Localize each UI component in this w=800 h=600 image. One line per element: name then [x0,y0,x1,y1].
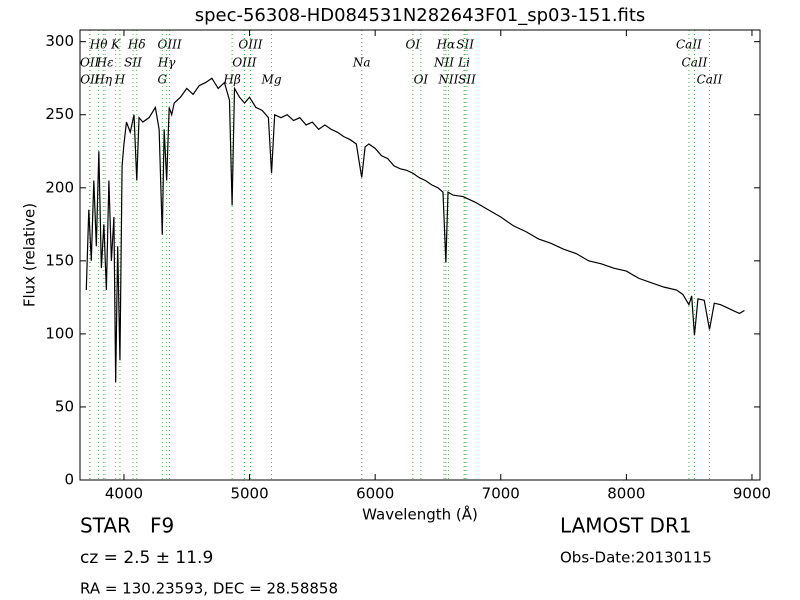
plot-frame [79,29,761,481]
spectral-line-label: OIII [158,38,182,52]
y-tick-label: 50 [55,397,74,415]
x-tick-label: 4000 [105,485,143,503]
x-tick-label: 8000 [607,485,645,503]
spectral-line-label: H [114,73,126,87]
x-tick-label: 9000 [733,485,771,503]
spectrum-line [85,77,745,383]
spectral-line-label: OII [80,73,100,87]
spectral-line-label: OI [414,73,429,87]
spectral-line-label: Mg [261,73,282,87]
spectral-line-label: Li [457,56,470,70]
spectral-line-label: NII [437,73,458,87]
y-tick-label: 100 [45,324,74,342]
y-tick-label: 200 [45,178,74,196]
star-class: STAR F9 [80,514,174,538]
x-tick-label: 6000 [356,485,394,503]
y-tick-label: 300 [45,32,74,50]
y-tick-label: 0 [64,471,74,489]
spectral-line-label: CaII [697,73,723,87]
y-axis-label: Flux (relative) [21,203,39,307]
spectral-line-label: Hη [93,73,112,87]
x-tick-label: 5000 [230,485,268,503]
spectral-line-label: G [157,73,167,87]
spectral-line-label: Na [352,56,371,70]
survey: LAMOST DR1 [560,514,692,538]
redshift: cz = 2.5 ± 11.9 [80,548,213,568]
coordinates: RA = 130.23593, DEC = 28.58858 [80,580,338,598]
spectral-line-label: SII [458,73,476,87]
spectral-line-label: OIII [232,56,256,70]
y-tick-label: 250 [45,105,74,123]
spectral-line-label: Hβ [222,73,240,87]
spectral-line-label: OI [406,38,421,52]
obs-date: Obs-Date:20130115 [560,549,712,567]
spectral-line-label: Hδ [127,38,146,52]
y-tick-label: 150 [45,251,74,269]
spectral-line-label: Hα [436,38,456,52]
spectral-line-label: Hγ [157,56,176,70]
chart-title: spec-56308-HD084531N282643F01_sp03-151.f… [195,5,646,26]
spectral-line-label: SII [124,56,142,70]
spectral-line-label: Hε [96,56,114,70]
spectral-line-label: NII [433,56,454,70]
spectral-line-label: CaII [682,56,708,70]
spectral-line-label: CaII [676,38,702,52]
x-axis-label: Wavelength (Å) [362,505,478,524]
spectral-line-label: OIII [238,38,262,52]
spectral-line-label: SII [456,38,474,52]
spectral-line-label: K [110,38,121,52]
spectral-line-label: Hθ [89,38,108,52]
x-tick-label: 7000 [482,485,520,503]
